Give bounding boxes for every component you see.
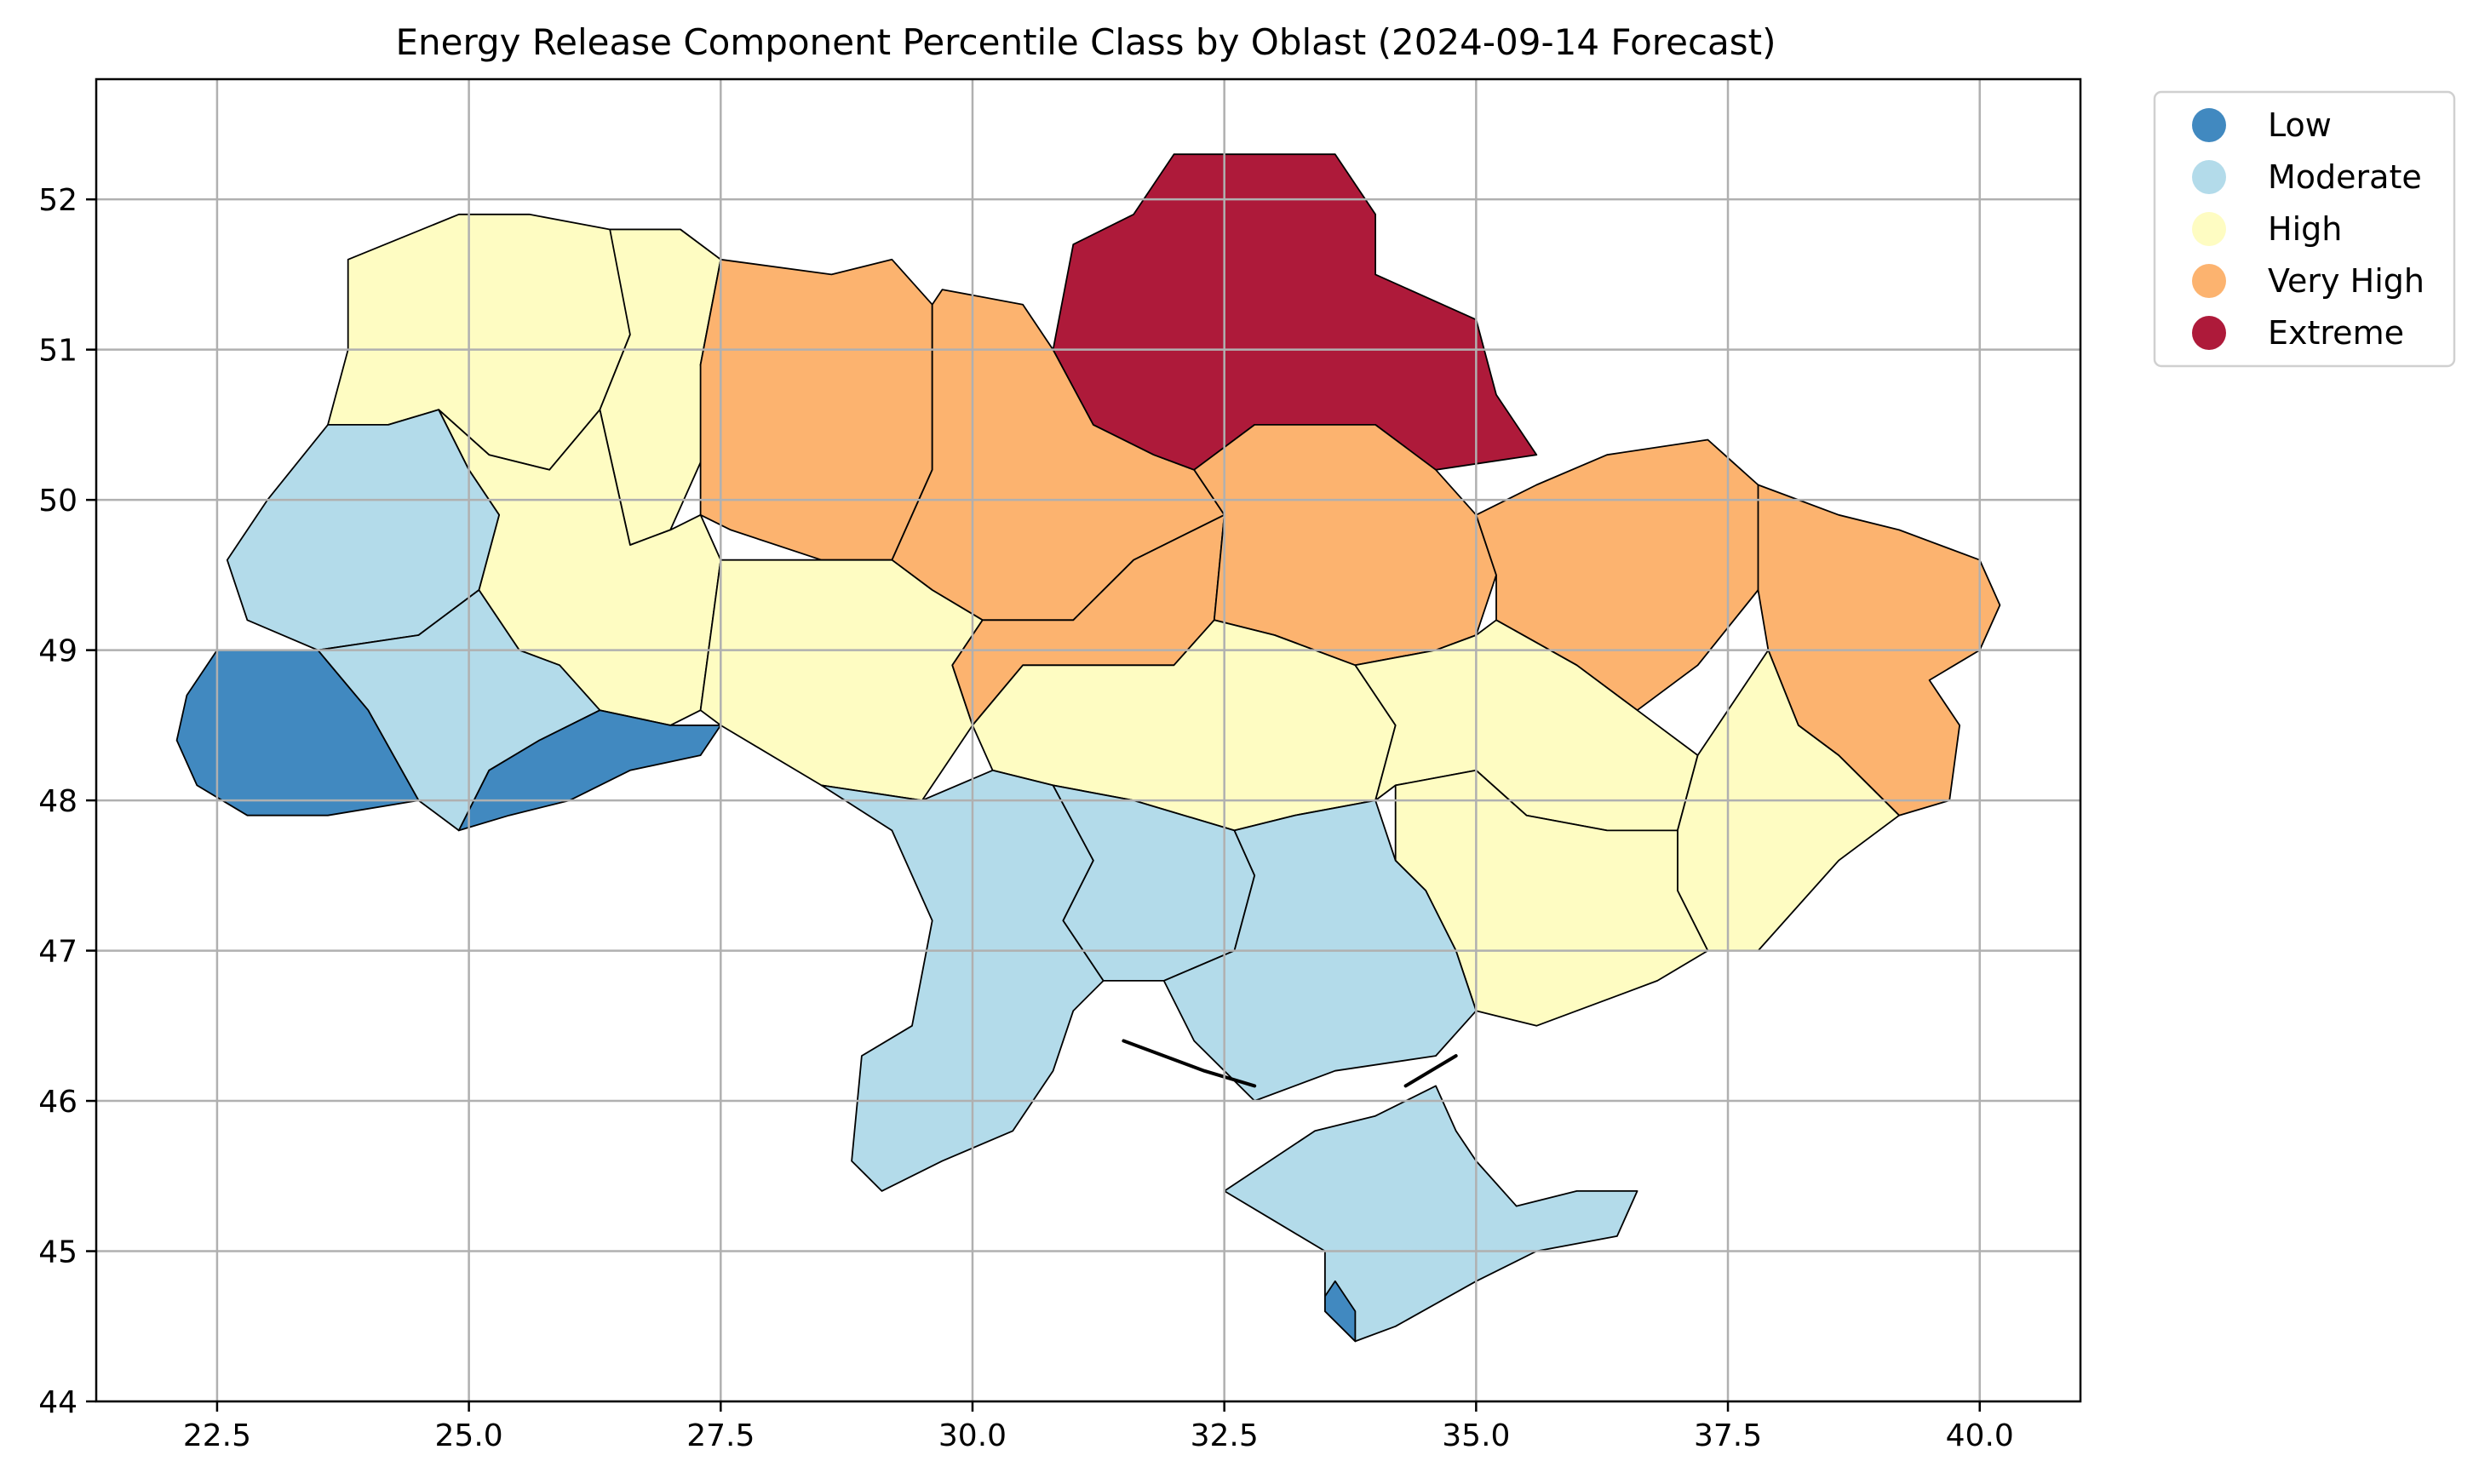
oblast-region-9: [175, 649, 420, 816]
legend-marker-moderate: [2192, 160, 2226, 194]
legend-label-moderate: Moderate: [2268, 158, 2422, 196]
y-tick-label-8: 52: [38, 183, 77, 218]
oblast-region-2: [599, 228, 722, 546]
legend-marker-very-high: [2192, 264, 2226, 298]
coast-spit-1: [1122, 1039, 1257, 1088]
y-tick-label-2: 46: [38, 1085, 77, 1120]
chart-title: Energy Release Component Percentile Clas…: [395, 21, 1776, 63]
legend-label-extreme: Extreme: [2268, 314, 2404, 352]
x-tick-label-6: 37.5: [1694, 1418, 1762, 1453]
y-tick-label-0: 44: [38, 1385, 77, 1420]
x-tick-label-5: 35.0: [1442, 1418, 1510, 1453]
x-tick-label-4: 32.5: [1191, 1418, 1259, 1453]
x-tick-label-7: 40.0: [1946, 1418, 2014, 1453]
y-tick-label-1: 45: [38, 1235, 77, 1270]
x-axis: 22.5 25.0 27.5 30.0 32.5 35.0 37.5 40.0: [183, 1401, 2014, 1453]
legend-label-very-high: Very High: [2268, 262, 2424, 300]
legend-label-high: High: [2268, 210, 2342, 248]
legend: Low Moderate High Very High Extreme: [2153, 90, 2456, 368]
y-tick-label-4: 48: [38, 784, 77, 819]
x-tick-label-0: 22.5: [183, 1418, 251, 1453]
legend-marker-extreme: [2192, 316, 2226, 350]
axes-frame: [95, 77, 2082, 1403]
coastline-outlines: [1122, 1039, 1458, 1088]
coast-spit-2: [1403, 1054, 1458, 1088]
legend-marker-high: [2192, 212, 2226, 246]
legend-items: Low Moderate High Very High Extreme: [2192, 106, 2424, 352]
y-tick-label-5: 49: [38, 634, 77, 669]
y-tick-label-6: 50: [38, 484, 77, 519]
y-axis: 44 45 46 47 48 49 50 51 52: [38, 183, 96, 1420]
legend-label-low: Low: [2268, 106, 2332, 144]
x-tick-label-3: 30.0: [938, 1418, 1007, 1453]
oblast-region-3: [699, 258, 933, 561]
plot-area: [95, 77, 2082, 1403]
oblast-region-24: [1324, 1280, 1357, 1343]
x-tick-label-2: 27.5: [686, 1418, 755, 1453]
x-tick-label-1: 25.0: [435, 1418, 503, 1453]
y-tick-label-3: 47: [38, 935, 77, 970]
legend-box: [2153, 90, 2456, 368]
legend-marker-low: [2192, 108, 2226, 142]
y-tick-label-7: 51: [38, 334, 77, 369]
